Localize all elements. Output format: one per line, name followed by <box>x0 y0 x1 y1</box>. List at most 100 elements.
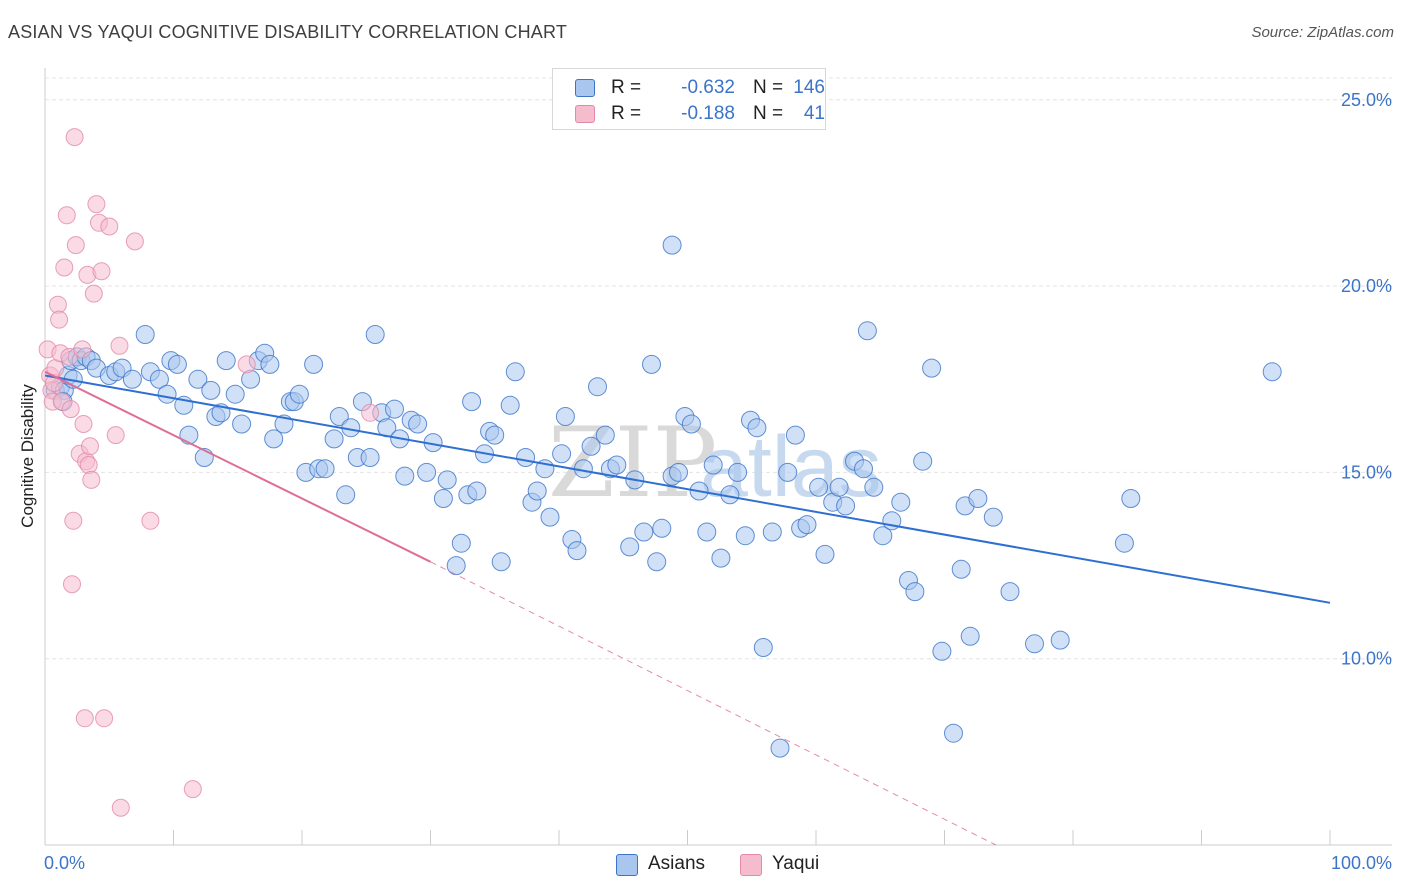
data-point <box>73 340 92 359</box>
data-point <box>61 400 80 419</box>
data-point <box>304 354 324 374</box>
data-point <box>50 310 69 329</box>
data-point <box>264 429 284 449</box>
data-point <box>188 369 208 389</box>
data-point <box>110 336 129 355</box>
data-point <box>607 455 627 475</box>
data-point <box>79 456 98 474</box>
data-point <box>703 455 723 475</box>
data-point <box>854 459 873 479</box>
data-point <box>87 195 106 214</box>
data-point <box>697 522 717 542</box>
data-point <box>505 362 525 382</box>
legend-label-asians: Asians <box>648 853 706 874</box>
data-point <box>365 325 385 344</box>
data-point <box>681 414 701 434</box>
data-point <box>141 511 160 530</box>
chart-title: ASIAN VS YAQUI COGNITIVE DISABILITY CORR… <box>8 22 568 42</box>
data-point <box>92 262 111 281</box>
data-point <box>735 526 755 546</box>
data-point <box>232 414 252 434</box>
data-point <box>81 437 99 456</box>
data-point <box>111 798 130 817</box>
data-point <box>64 511 83 530</box>
data-point <box>451 533 471 553</box>
data-point <box>467 481 487 501</box>
y-axis-label: Cognitive Disability <box>18 384 37 528</box>
data-point <box>491 552 511 572</box>
data-point <box>753 638 773 657</box>
data-point <box>417 462 437 482</box>
tick-labels: 10.0% 15.0% 20.0% 25.0% 0.0% 100.0% <box>44 90 1392 873</box>
data-point <box>873 526 893 546</box>
data-point <box>225 384 245 404</box>
trend-line-asians <box>44 374 1331 604</box>
data-point <box>647 552 667 572</box>
data-point <box>815 544 835 564</box>
data-point <box>179 425 199 445</box>
data-point <box>922 358 942 378</box>
data-point <box>669 462 688 482</box>
stats-box: R = -0.632 N = 146 R = -0.188 N = 41 <box>552 68 826 130</box>
data-point <box>567 541 587 561</box>
data-point <box>446 556 466 576</box>
data-point <box>361 403 380 422</box>
trend-extension-yaqui <box>430 561 997 846</box>
data-point <box>201 380 221 400</box>
data-point <box>540 507 560 527</box>
series-asians <box>45 235 1282 758</box>
data-point <box>125 232 144 251</box>
data-point <box>797 515 817 535</box>
data-point <box>157 384 177 404</box>
data-point <box>66 236 85 255</box>
data-point <box>462 392 482 412</box>
data-point <box>63 575 81 594</box>
data-point <box>1262 362 1282 382</box>
stats-swatch-yaqui <box>575 105 595 123</box>
data-point <box>857 321 877 341</box>
data-point <box>100 217 119 236</box>
data-point <box>82 470 101 489</box>
stats-r-value: -0.632 <box>681 77 735 98</box>
stats-swatch-asians <box>575 79 595 97</box>
data-point <box>652 518 672 538</box>
data-point <box>913 451 933 471</box>
data-point <box>360 448 380 467</box>
data-point <box>216 351 236 371</box>
data-point <box>167 354 187 374</box>
trend-line-yaqui <box>44 370 431 563</box>
data-point <box>65 128 84 147</box>
data-point <box>864 477 884 497</box>
data-point <box>289 384 309 404</box>
data-point <box>552 444 572 464</box>
data-point <box>588 377 607 397</box>
data-point <box>960 626 980 646</box>
y-tick-label: 10.0% <box>1341 649 1392 669</box>
data-point <box>770 738 790 758</box>
data-point <box>634 522 654 542</box>
data-point <box>106 426 125 445</box>
data-point <box>336 485 356 505</box>
data-point <box>642 354 661 374</box>
legend-swatch-yaqui <box>740 854 762 876</box>
data-point <box>1050 630 1070 650</box>
data-point <box>395 466 415 486</box>
data-point <box>747 418 767 438</box>
data-point <box>891 492 911 512</box>
x-tick-label: 100.0% <box>1331 853 1392 873</box>
data-point <box>778 462 798 482</box>
data-point <box>48 295 67 314</box>
stats-r-label: R = <box>611 77 642 98</box>
data-point <box>983 507 1003 527</box>
data-point <box>135 325 155 344</box>
data-point <box>905 582 925 602</box>
axes <box>44 68 1392 846</box>
data-point <box>785 425 805 445</box>
stats-n-value: 146 <box>793 77 825 98</box>
data-point <box>95 709 114 728</box>
data-point <box>968 489 988 508</box>
data-point <box>433 489 453 508</box>
data-point <box>595 425 615 445</box>
y-tick-label: 25.0% <box>1341 90 1392 110</box>
data-point <box>57 206 76 225</box>
